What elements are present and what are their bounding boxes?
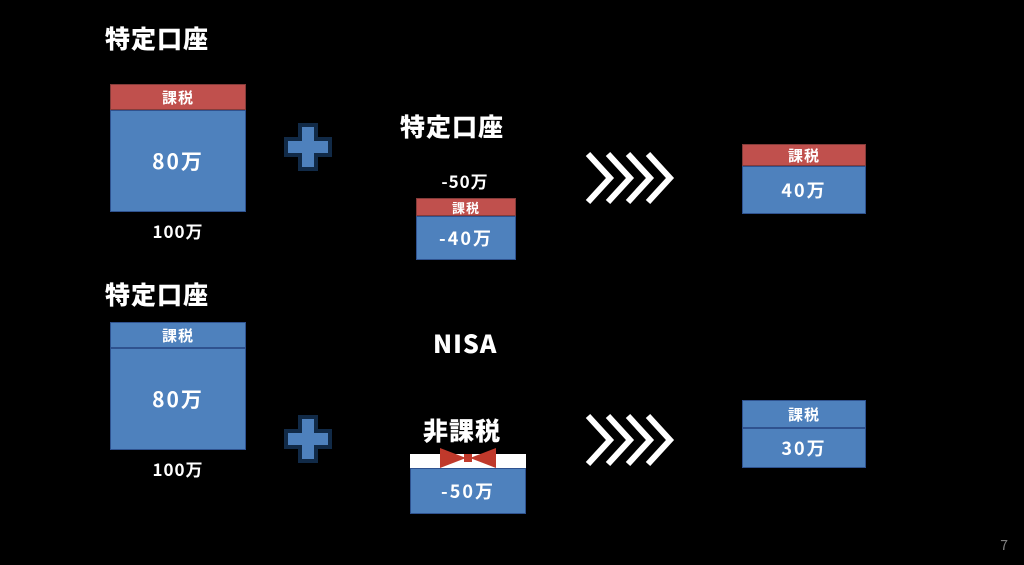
tax-label: 課税: [452, 198, 480, 217]
row1-mid-tax-header: 課税: [416, 198, 516, 216]
row2-mid-title: NISA: [433, 325, 497, 361]
tax-label: 課税: [162, 325, 194, 346]
tax-label: 課税: [162, 87, 194, 108]
plus-icon: [278, 409, 338, 469]
value-text: 80万: [152, 146, 204, 176]
row1-left-title: 特定口座: [105, 20, 209, 56]
row2-left-caption: 100万: [110, 456, 246, 481]
tax-label: 課税: [788, 145, 820, 166]
row1-left-value: 80万: [110, 110, 246, 212]
row1-right-tax-header: 課税: [742, 144, 866, 166]
row2-left-value: 80万: [110, 348, 246, 450]
value-text: 80万: [152, 384, 204, 414]
row2-left-tax-header: 課税: [110, 322, 246, 348]
plus-icon: [278, 117, 338, 177]
row1-mid-caption-above: -50万: [420, 168, 510, 193]
row1-left-tax-header: 課税: [110, 84, 246, 110]
slide-stage: 特定口座 課税 80万 100万 特定口座 -50万 課税 -40万 課税 40…: [0, 0, 1024, 565]
chevron-right-icon: [582, 150, 692, 206]
value-text: 30万: [781, 435, 826, 461]
row1-mid-title: 特定口座: [400, 108, 504, 144]
value-text: 40万: [781, 177, 826, 203]
row2-left-title: 特定口座: [105, 276, 209, 312]
row1-left-caption: 100万: [110, 218, 246, 243]
row2-right-value: 30万: [742, 428, 866, 468]
page-number: 7: [1000, 535, 1008, 555]
row2-right-tax-header: 課税: [742, 400, 866, 428]
row1-mid-value: -40万: [416, 216, 516, 260]
tax-label: 課税: [788, 404, 820, 425]
row2-mid-value: -50万: [410, 468, 526, 514]
chevron-right-icon: [582, 412, 692, 468]
row1-right-value: 40万: [742, 166, 866, 214]
value-text: -40万: [439, 225, 493, 251]
row2-mid-caption-above: 非課税: [423, 412, 501, 448]
value-text: -50万: [441, 478, 495, 504]
